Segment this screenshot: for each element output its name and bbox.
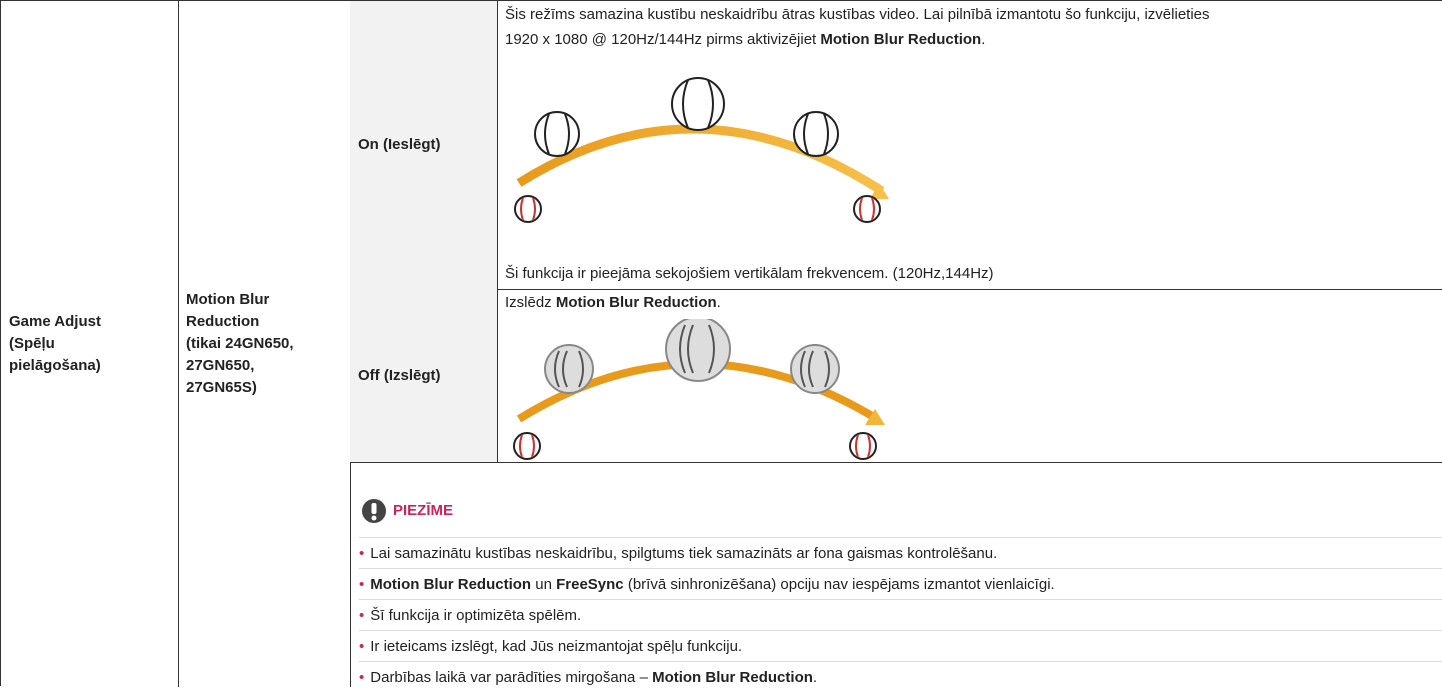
setting-line: Reduction [186,313,260,330]
note-item: • Ir ieteicams izslēgt, kad Jūs neizmanto… [359,630,1442,662]
text: FreeSync [556,576,624,593]
note-icon [362,499,386,523]
note-title: PIEZĪME [393,502,454,519]
text: Motion Blur Reduction [652,669,813,686]
setting-line: Motion Blur [186,291,270,308]
note-item: • Motion Blur Reduction un FreeSync (brīv… [359,568,1442,600]
note-item: • Šī funkcija ir optimizēta spēlēm. [359,599,1442,631]
text: Motion Blur Reduction [370,576,532,593]
setting-cell: Motion Blur Reduction (tikai 24GN650, 27… [178,1,351,687]
option-text: On (Ieslēgt) [358,136,441,153]
motion-on-illustration [514,77,889,223]
text: . [981,31,986,48]
motion-off-illustration [513,319,885,460]
setting-line: 27GN65S) [186,379,257,396]
option-desc: Izslēdz Motion Blur Reduction. [497,289,1442,463]
note-item: • Darbības laikā var parādīties mirgošana… [359,661,1442,693]
text: un [531,576,557,593]
feature-line: pielāgošana) [9,357,101,374]
text: . [716,294,721,311]
feature-line: (Spēļu [9,335,55,352]
text: . [812,669,818,686]
option-text: Off (Izslēgt) [358,366,441,384]
feature-line: Game Adjust [9,313,101,330]
footnote: Ši funkcija ir pieejāma sekojošiem verti… [505,265,994,282]
text: Ir ieteicams izslēgt, kad Jūs neizmantoj… [370,638,743,655]
setting-line: (tikai 24GN650, [186,335,294,352]
text: Darbības laikā var parādīties mirgošana … [370,669,653,686]
option-label: Off (Izslēgt) [350,289,498,463]
text: Izslēdz [505,294,556,311]
desc-text: Šis režīms samazina kustību neskaidrību … [505,2,1435,52]
option-label: On (Ieslēgt) [350,1,498,290]
option-desc: Šis režīms samazina kustību neskaidrību … [497,1,1442,290]
text: Motion Blur Reduction [820,31,982,48]
text: (brīvā sinhronizēšana) opciju nav iespēj… [623,576,1055,593]
text: Motion Blur Reduction [555,294,717,311]
text: Lai samazinātu kustības neskaidrību, spi… [370,545,998,562]
desc-text: Izslēdz Motion Blur Reduction. [505,290,721,315]
note-item: • Lai samazinātu kustības neskaidrību, sp… [359,537,1442,569]
text: Šis režīms samazina kustību neskaidrību … [505,6,1210,23]
setting-line: 27GN650, [186,357,255,374]
text: 1920 x 1080 @ 120Hz/144Hz pirms aktivizē… [505,31,821,48]
text: Šī funkcija ir optimizēta spēlēm. [370,607,582,624]
feature-cell: Game Adjust (Spēļu pielāgošana) [1,1,179,687]
